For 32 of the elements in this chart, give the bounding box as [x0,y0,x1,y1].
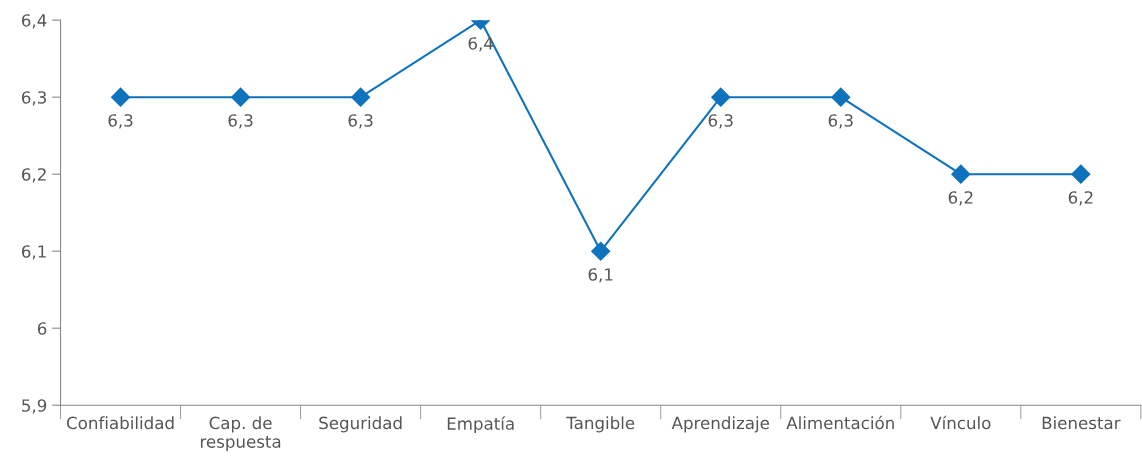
x-tick-label: Cap. de respuesta [200,416,281,452]
data-label: 6,2 [948,191,973,206]
x-tick-label: Confiabilidad [67,416,174,430]
x-tick-label: Alimentación [786,415,894,430]
data-label: 6,3 [708,114,733,129]
x-tick-label: Bienestar [1042,416,1121,430]
point [231,87,251,107]
x-tick-label: Tangible [566,416,635,433]
point [111,87,131,107]
y-tick-label: 6,4 [21,14,47,29]
point [591,241,611,261]
x-tick-label: Aprendizaje [671,416,770,433]
point [1071,164,1091,184]
y-tick-label: 6 [37,322,47,335]
point [951,164,971,184]
y-tick-label: 6,1 [21,245,46,260]
point [711,87,731,107]
point [351,87,371,107]
x-tick-label: Empatía [447,416,514,434]
data-label: 6,3 [828,114,853,129]
data-label: 6,4 [468,37,493,52]
data-label: 6,3 [108,114,133,129]
data-label: 6,2 [1068,191,1093,206]
x-tick-label: Vínculo [930,415,991,430]
x-tick-label: Seguridad [319,416,402,433]
y-tick-label: 6,2 [21,168,46,183]
data-label: 6,3 [348,114,373,129]
point [831,87,851,107]
data-label: 6,1 [588,268,613,283]
y-tick-label: 5,9 [22,399,47,414]
data-label: 6,3 [228,114,253,129]
y-tick-label: 6,3 [21,91,46,106]
